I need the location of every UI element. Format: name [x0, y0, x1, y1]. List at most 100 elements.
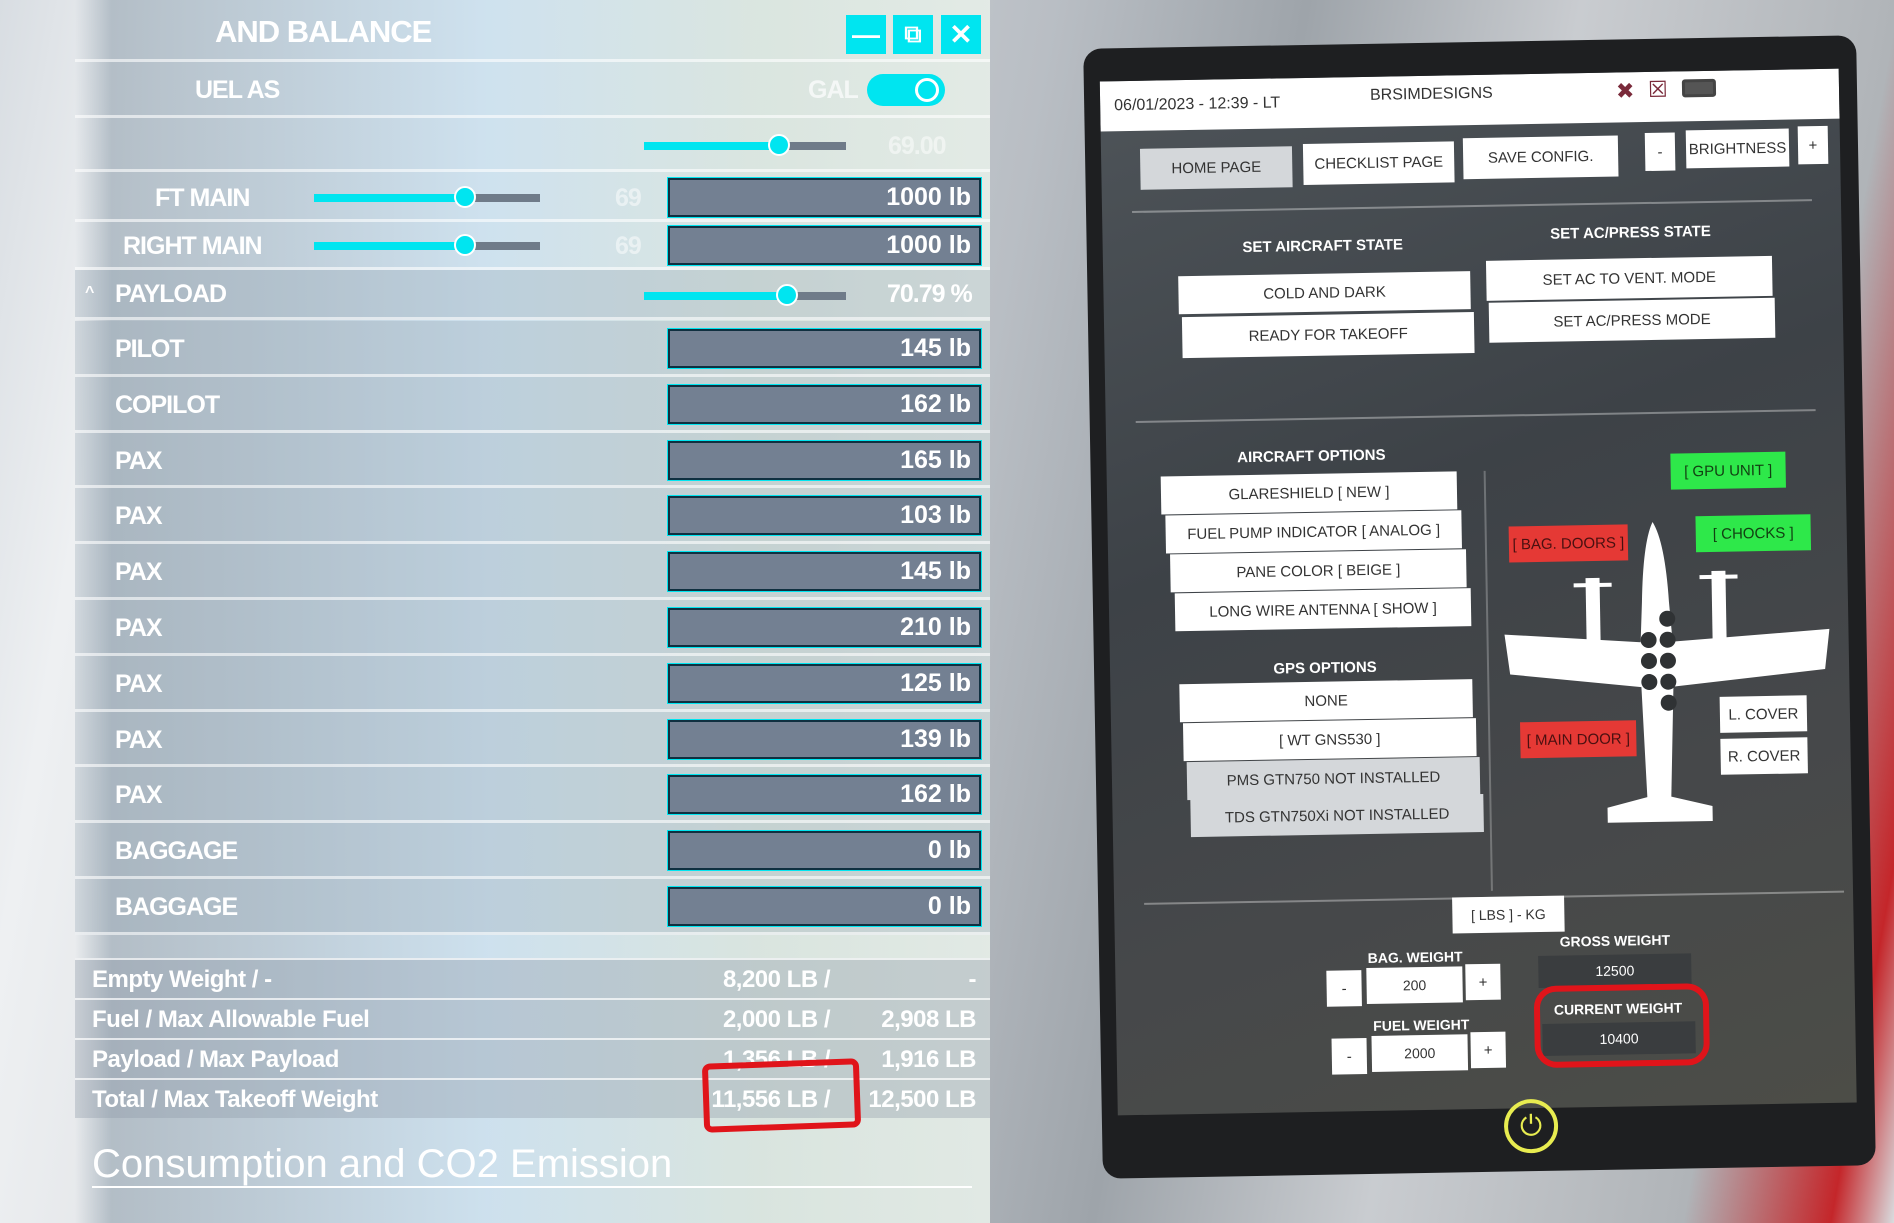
ac-press-mode-button[interactable]: SET AC/PRESS MODE — [1488, 297, 1776, 343]
station-label: PAX — [115, 614, 163, 642]
station-weight-input[interactable]: 125 lb — [668, 663, 981, 703]
bag-doors-button[interactable]: [ BAG. DOORS ] — [1508, 524, 1629, 563]
units-toggle[interactable]: [ LBS ] - KG — [1452, 895, 1565, 934]
aircraft-state-title: SET AIRCRAFT STATE — [1242, 236, 1404, 257]
payload-value: 70.79 % — [887, 280, 973, 308]
popout-button[interactable]: ⧉ — [893, 15, 933, 54]
station-label: PAX — [115, 502, 163, 531]
datetime: 06/01/2023 - 12:39 - LT — [1114, 94, 1281, 115]
station-weight-input[interactable]: 210 lb — [668, 608, 981, 647]
tablet-header: 06/01/2023 - 12:39 - LT BRSIMDESIGNS ✖ ☒ — [1099, 68, 1840, 132]
station-row: PILOT 145 lb — [75, 321, 990, 377]
save-config-button[interactable]: SAVE CONFIG. — [1462, 135, 1619, 180]
tablet-screen: 06/01/2023 - 12:39 - LT BRSIMDESIGNS ✖ ☒… — [1099, 68, 1857, 1116]
station-weight-input[interactable]: 162 lb — [668, 384, 981, 424]
summary-label: Total / Max Takeoff Weight — [92, 1086, 378, 1113]
payload-row: ^ PAYLOAD 70.79 % — [75, 270, 990, 320]
station-weight-input[interactable]: 145 lb — [668, 552, 981, 592]
cold-and-dark-button[interactable]: COLD AND DARK — [1178, 271, 1471, 315]
tank-label: FT MAIN — [155, 184, 250, 212]
aircraft-options-title: AIRCRAFT OPTIONS — [1237, 446, 1386, 467]
divider — [1483, 470, 1493, 891]
unit-label: GAL — [808, 76, 859, 104]
summary-label: Fuel / Max Allowable Fuel — [92, 1006, 370, 1033]
gps-option-button[interactable]: PMS GTN750 NOT INSTALLED — [1186, 757, 1481, 801]
summary-value: 8,200 LB / — [722, 966, 831, 993]
aircraft-option-button[interactable]: GLARESHIELD [ NEW ] — [1160, 471, 1458, 515]
payload-slider[interactable] — [644, 284, 846, 306]
summary-max: 1,916 LB — [881, 1046, 976, 1073]
station-weight-input[interactable]: 162 lb — [668, 775, 981, 815]
wifi-off-icon: ✖ — [1615, 78, 1635, 104]
summary-max: 12,500 LB — [868, 1086, 976, 1113]
summary-row: Payload / Max Payload 1,356 LB / 1,916 L… — [75, 1038, 990, 1078]
home-page-tab[interactable]: HOME PAGE — [1139, 146, 1293, 190]
fuel-weight-plus[interactable]: + — [1470, 1031, 1507, 1069]
station-row: PAX 165 lb — [75, 432, 990, 489]
power-button-icon[interactable]: ⏻ — [1503, 1098, 1559, 1154]
station-weight-input[interactable]: 145 lb — [668, 329, 981, 368]
main-door-button[interactable]: [ MAIN DOOR ] — [1520, 720, 1637, 759]
tank-slider[interactable] — [314, 234, 540, 256]
brightness-down-button[interactable]: - — [1644, 132, 1676, 172]
chocks-button[interactable]: [ CHOCKS ] — [1695, 514, 1812, 553]
station-label: PAX — [115, 669, 163, 698]
tank-weight-input[interactable]: 1000 lb — [668, 226, 981, 265]
station-label: PILOT — [115, 335, 185, 363]
divider — [1135, 409, 1816, 423]
left-cover-button[interactable]: L. COVER — [1719, 695, 1808, 733]
right-cover-button[interactable]: R. COVER — [1720, 737, 1808, 775]
fuel-unit-toggle[interactable] — [867, 74, 945, 106]
station-row: PAX 125 lb — [75, 655, 990, 712]
station-weight-input[interactable]: 0 lb — [668, 831, 981, 871]
bag-weight-plus[interactable]: + — [1465, 963, 1501, 1001]
red-annotation — [701, 1058, 862, 1133]
tank-gallons: 69 — [615, 232, 642, 260]
brightness-up-button[interactable]: + — [1797, 125, 1829, 165]
station-weight-input[interactable]: 0 lb — [668, 887, 981, 926]
brightness-label: BRIGHTNESS — [1685, 128, 1790, 169]
aircraft-diagram — [1504, 521, 1830, 823]
fuel-units-row: UEL AS GAL — [75, 64, 990, 118]
panel-title: AND BALANCE — [215, 14, 432, 49]
aircraft-option-button[interactable]: LONG WIRE ANTENNA [ SHOW ] — [1174, 588, 1472, 632]
checklist-page-tab[interactable]: CHECKLIST PAGE — [1302, 141, 1455, 186]
close-button[interactable]: ✕ — [941, 15, 981, 54]
summary-value: 2,000 LB / — [722, 1006, 831, 1033]
summary-row: Total / Max Takeoff Weight 11,556 LB / 1… — [75, 1078, 990, 1118]
summary-value: 1,356 LB / — [722, 1046, 831, 1073]
bag-weight-field[interactable]: 200 — [1366, 966, 1463, 1005]
tank-weight-input[interactable]: 1000 lb — [668, 178, 981, 217]
gpu-unit-button[interactable]: [ GPU UNIT ] — [1670, 451, 1786, 490]
brand: BRSIMDESIGNS — [1369, 84, 1493, 104]
ready-for-takeoff-button[interactable]: READY FOR TAKEOFF — [1181, 312, 1475, 359]
fuel-tank-row: RIGHT MAIN 69 1000 lb — [75, 222, 990, 270]
station-label: COPILOT — [115, 390, 220, 419]
summary-label: Empty Weight / - — [92, 966, 272, 993]
section-title: Consumption and CO2 Emission — [92, 1142, 673, 1186]
summary-row: Empty Weight / - 8,200 LB / - — [75, 958, 990, 998]
tank-label: RIGHT MAIN — [123, 232, 263, 260]
aircraft-option-button[interactable]: PANE COLOR [ BEIGE ] — [1170, 549, 1467, 593]
tank-slider[interactable] — [314, 186, 540, 208]
station-weight-input[interactable]: 103 lb — [668, 496, 981, 536]
station-weight-input[interactable]: 165 lb — [668, 440, 981, 480]
fuel-weight-minus[interactable]: - — [1331, 1038, 1368, 1075]
station-row: PAX 103 lb — [75, 488, 990, 545]
minimize-button[interactable]: — — [846, 15, 886, 54]
station-row: PAX 145 lb — [75, 544, 990, 600]
ac-vent-mode-button[interactable]: SET AC TO VENT. MODE — [1485, 255, 1773, 301]
bag-weight-minus[interactable]: - — [1326, 970, 1362, 1007]
summary-row: Fuel / Max Allowable Fuel 2,000 LB / 2,9… — [75, 998, 990, 1038]
station-weight-input[interactable]: 139 lb — [668, 719, 981, 759]
gross-weight-label: GROSS WEIGHT — [1559, 931, 1671, 950]
aircraft-option-button[interactable]: FUEL PUMP INDICATOR [ ANALOG ] — [1165, 510, 1462, 554]
fuel-weight-field[interactable]: 2000 — [1371, 1034, 1469, 1072]
gps-option-button[interactable]: TDS GTN750Xi NOT INSTALLED — [1190, 793, 1484, 838]
gps-option-button[interactable]: [ WT GNS530 ] — [1182, 718, 1477, 762]
gps-option-button[interactable]: NONE — [1179, 679, 1473, 723]
collapse-icon[interactable]: ^ — [85, 284, 94, 301]
station-row: PAX 139 lb — [75, 711, 990, 768]
title-bar: AND BALANCE — ⧉ ✕ — [75, 0, 990, 62]
fuel-total-slider[interactable] — [644, 134, 846, 156]
